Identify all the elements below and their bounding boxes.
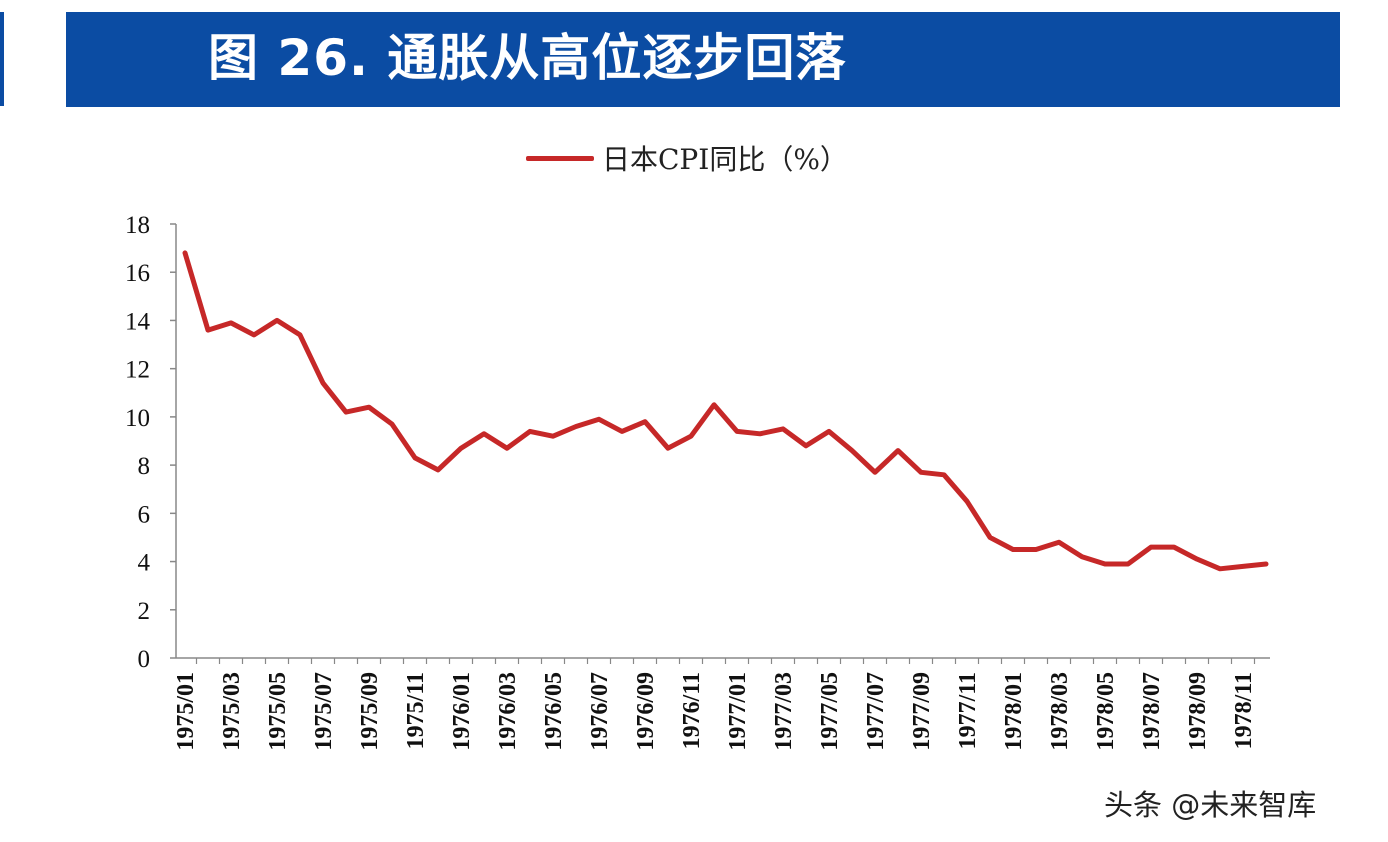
y-tick-label: 2 (138, 598, 151, 625)
x-tick-label: 1978/05 (1093, 672, 1119, 751)
y-tick-label: 16 (125, 260, 150, 287)
x-tick-label: 1977/11 (955, 672, 981, 749)
y-axis: 0 2 4 6 8 10 12 14 16 18 (125, 212, 177, 673)
x-tick-label: 1978/03 (1047, 672, 1073, 751)
x-axis: 1975/01 1975/03 1975/05 1975/07 1975/09 1975/… (173, 657, 1270, 751)
chart-title: 图 26. 通胀从高位逐步回落 (208, 29, 847, 87)
y-tick-label: 18 (125, 212, 150, 239)
y-tick-label: 12 (125, 357, 150, 384)
y-tick-label: 4 (138, 550, 151, 577)
legend-label: 日本CPI同比（%） (602, 143, 848, 176)
x-tick-label: 1977/03 (771, 672, 797, 751)
x-tick-label: 1977/07 (863, 672, 889, 751)
y-tick-label: 0 (138, 646, 151, 673)
y-tick-label: 14 (125, 308, 151, 335)
x-tick-label: 1976/01 (449, 672, 475, 751)
x-tick-label: 1976/05 (541, 672, 567, 751)
x-tick-label: 1978/09 (1185, 672, 1211, 751)
x-tick-label: 1978/11 (1231, 672, 1257, 749)
y-tick-label: 10 (125, 405, 150, 432)
x-tick-label: 1976/07 (587, 672, 613, 751)
legend: 日本CPI同比（%） (526, 136, 848, 180)
y-tick-label: 8 (138, 453, 151, 480)
x-tick-label: 1976/09 (633, 672, 659, 751)
x-tick-label: 1975/05 (265, 672, 291, 751)
x-tick-label: 1975/01 (173, 672, 199, 751)
x-tick-label: 1978/01 (1001, 672, 1027, 751)
series-layer (182, 250, 1269, 572)
x-tick-label: 1977/01 (725, 672, 751, 751)
y-tick-label: 6 (138, 501, 151, 528)
x-tick-label: 1975/03 (219, 672, 245, 751)
x-tick-label: 1976/03 (495, 672, 521, 751)
x-tick-label: 1975/11 (403, 672, 429, 749)
x-tick-label: 1977/09 (909, 672, 935, 751)
series-line (182, 250, 1269, 572)
legend-line-swatch (526, 155, 594, 161)
x-tick-label: 1975/07 (311, 672, 337, 751)
x-tick-label: 1978/07 (1139, 672, 1165, 751)
watermark: 头条 @未来智库 (1104, 788, 1317, 822)
x-tick-label: 1977/05 (817, 672, 843, 751)
x-tick-label: 1975/09 (357, 672, 383, 751)
title-banner: 图 26. 通胀从高位逐步回落 (66, 12, 1340, 107)
x-tick-label: 1976/11 (679, 672, 705, 749)
left-accent-bar (0, 12, 4, 106)
